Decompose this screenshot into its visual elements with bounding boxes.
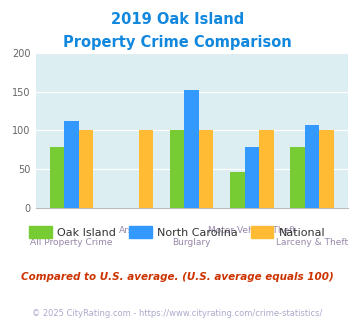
Text: © 2025 CityRating.com - https://www.cityrating.com/crime-statistics/: © 2025 CityRating.com - https://www.city… — [32, 309, 323, 317]
Bar — [64, 121, 78, 208]
Bar — [199, 130, 213, 208]
Bar — [319, 130, 334, 208]
Text: All Property Crime: All Property Crime — [30, 239, 113, 248]
Text: Property Crime Comparison: Property Crime Comparison — [63, 35, 292, 50]
Bar — [245, 148, 259, 208]
Bar — [305, 125, 319, 208]
Text: Motor Vehicle Theft: Motor Vehicle Theft — [208, 226, 296, 235]
Bar — [185, 90, 199, 208]
Text: Arson: Arson — [119, 226, 144, 235]
Text: Burglary: Burglary — [173, 239, 211, 248]
Bar — [290, 148, 305, 208]
Bar — [78, 130, 93, 208]
Bar — [170, 130, 185, 208]
Text: 2019 Oak Island: 2019 Oak Island — [111, 12, 244, 26]
Text: Larceny & Theft: Larceny & Theft — [276, 239, 348, 248]
Text: Compared to U.S. average. (U.S. average equals 100): Compared to U.S. average. (U.S. average … — [21, 272, 334, 282]
Bar — [50, 148, 64, 208]
Legend: Oak Island, North Carolina, National: Oak Island, North Carolina, National — [25, 222, 330, 242]
Bar — [139, 130, 153, 208]
Bar — [230, 172, 245, 208]
Bar — [259, 130, 274, 208]
